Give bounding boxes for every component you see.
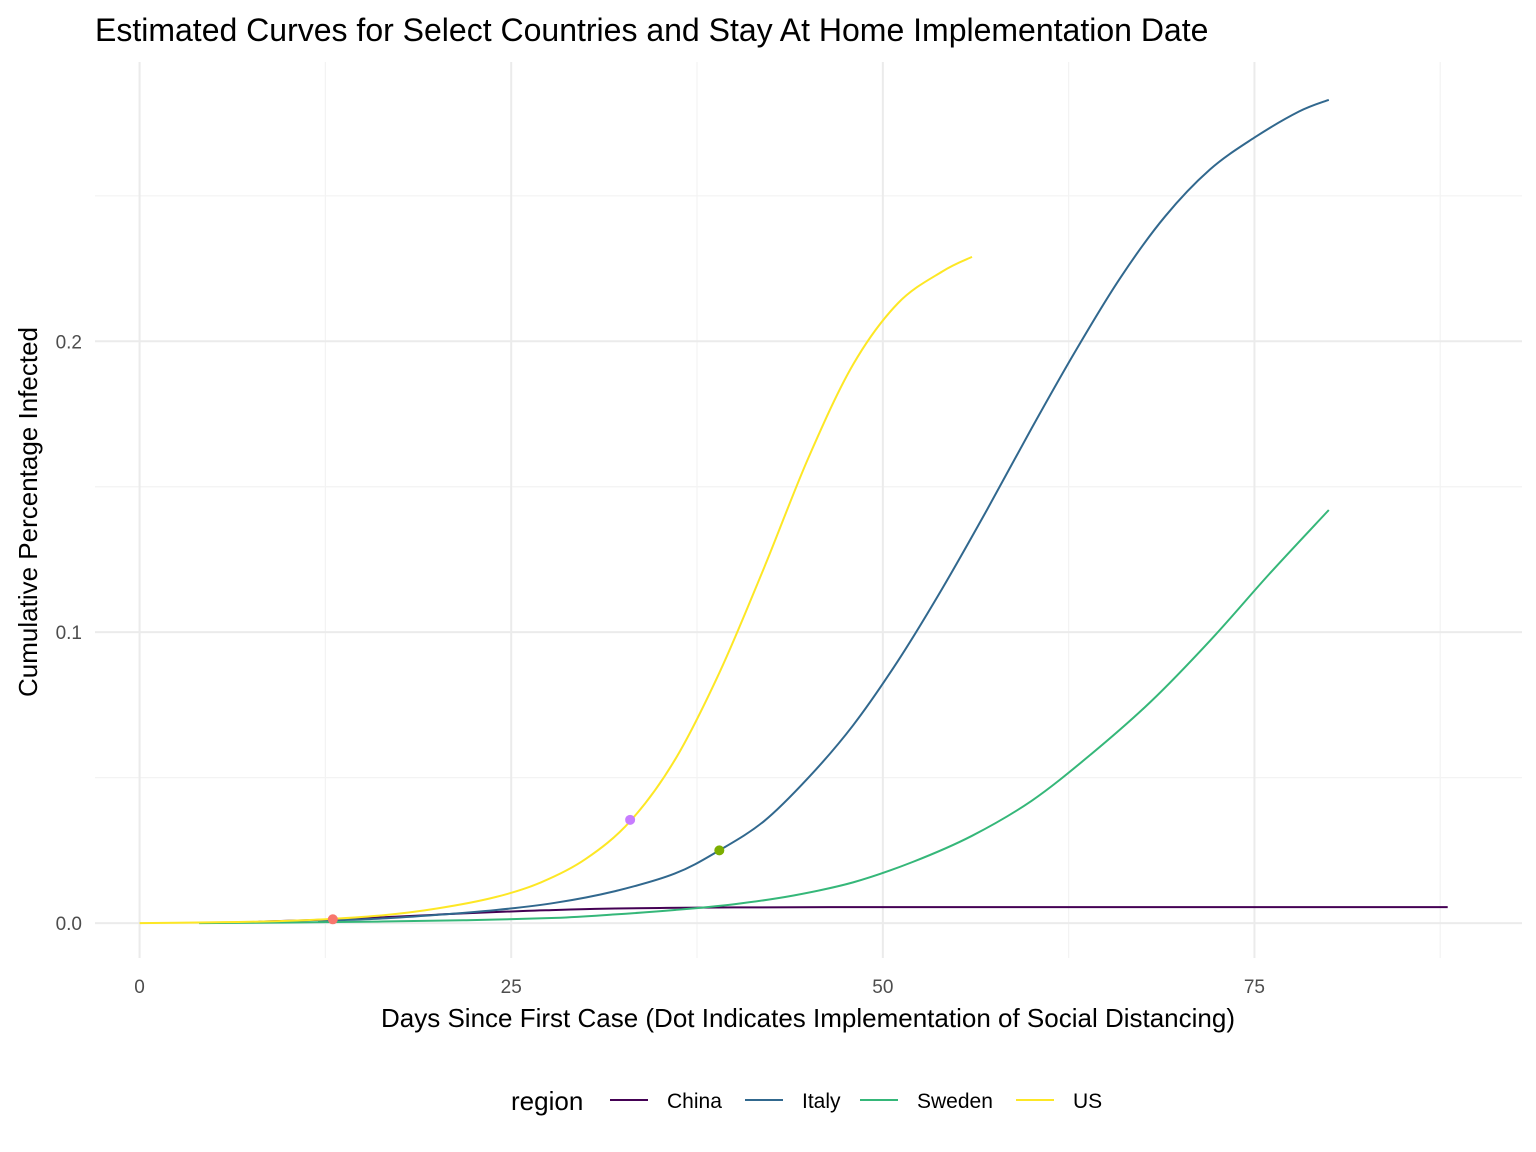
chart-title: Estimated Curves for Select Countries an… — [95, 12, 1208, 48]
minor-gridlines — [95, 62, 1522, 958]
legend-item-italy: Italy — [745, 1090, 841, 1113]
y-axis-title: Cumulative Percentage Infected — [13, 327, 43, 697]
x-tick-label: 50 — [872, 977, 893, 998]
implementation-dot-us — [625, 814, 636, 825]
legend-item-sweden: Sweden — [860, 1090, 993, 1113]
y-axis-ticks: 0.0 0.1 0.2 — [56, 332, 82, 935]
legend-item-china: China — [610, 1090, 722, 1113]
x-tick-label: 25 — [501, 977, 522, 998]
y-tick-label: 0.0 — [56, 914, 82, 935]
legend-label-sweden: Sweden — [917, 1090, 993, 1113]
x-axis-title: Days Since First Case (Dot Indicates Imp… — [381, 1003, 1235, 1033]
legend-title: region — [511, 1086, 583, 1116]
implementation-points — [327, 814, 725, 925]
legend-label-us: US — [1073, 1090, 1102, 1113]
y-tick-label: 0.2 — [56, 332, 82, 353]
x-tick-label: 0 — [134, 977, 145, 998]
series-lines — [139, 98, 1448, 925]
implementation-dot-china — [327, 914, 338, 925]
legend-label-china: China — [667, 1090, 722, 1113]
y-tick-label: 0.1 — [56, 623, 82, 644]
series-line-sweden — [199, 509, 1330, 925]
legend: region China Italy Sweden US — [511, 1086, 1102, 1116]
series-line-italy — [317, 98, 1330, 922]
x-tick-label: 75 — [1244, 977, 1265, 998]
implementation-dot-italy — [714, 845, 725, 856]
series-line-china — [258, 906, 1448, 923]
legend-label-italy: Italy — [802, 1090, 841, 1113]
legend-entries: China Italy Sweden US — [610, 1090, 1102, 1113]
x-axis-ticks: 0 25 50 75 — [134, 977, 1265, 998]
series-line-us — [139, 255, 973, 925]
legend-item-us: US — [1016, 1090, 1102, 1113]
